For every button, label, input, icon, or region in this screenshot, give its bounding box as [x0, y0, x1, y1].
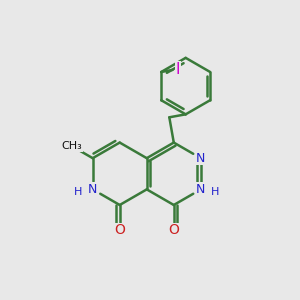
Text: N: N	[196, 152, 206, 165]
Text: N: N	[88, 183, 98, 196]
Text: O: O	[114, 223, 125, 237]
Text: CH₃: CH₃	[62, 141, 82, 151]
Text: N: N	[196, 183, 206, 196]
Text: H: H	[211, 188, 220, 197]
Text: O: O	[168, 223, 179, 237]
Text: H: H	[74, 188, 82, 197]
Text: I: I	[175, 61, 180, 76]
